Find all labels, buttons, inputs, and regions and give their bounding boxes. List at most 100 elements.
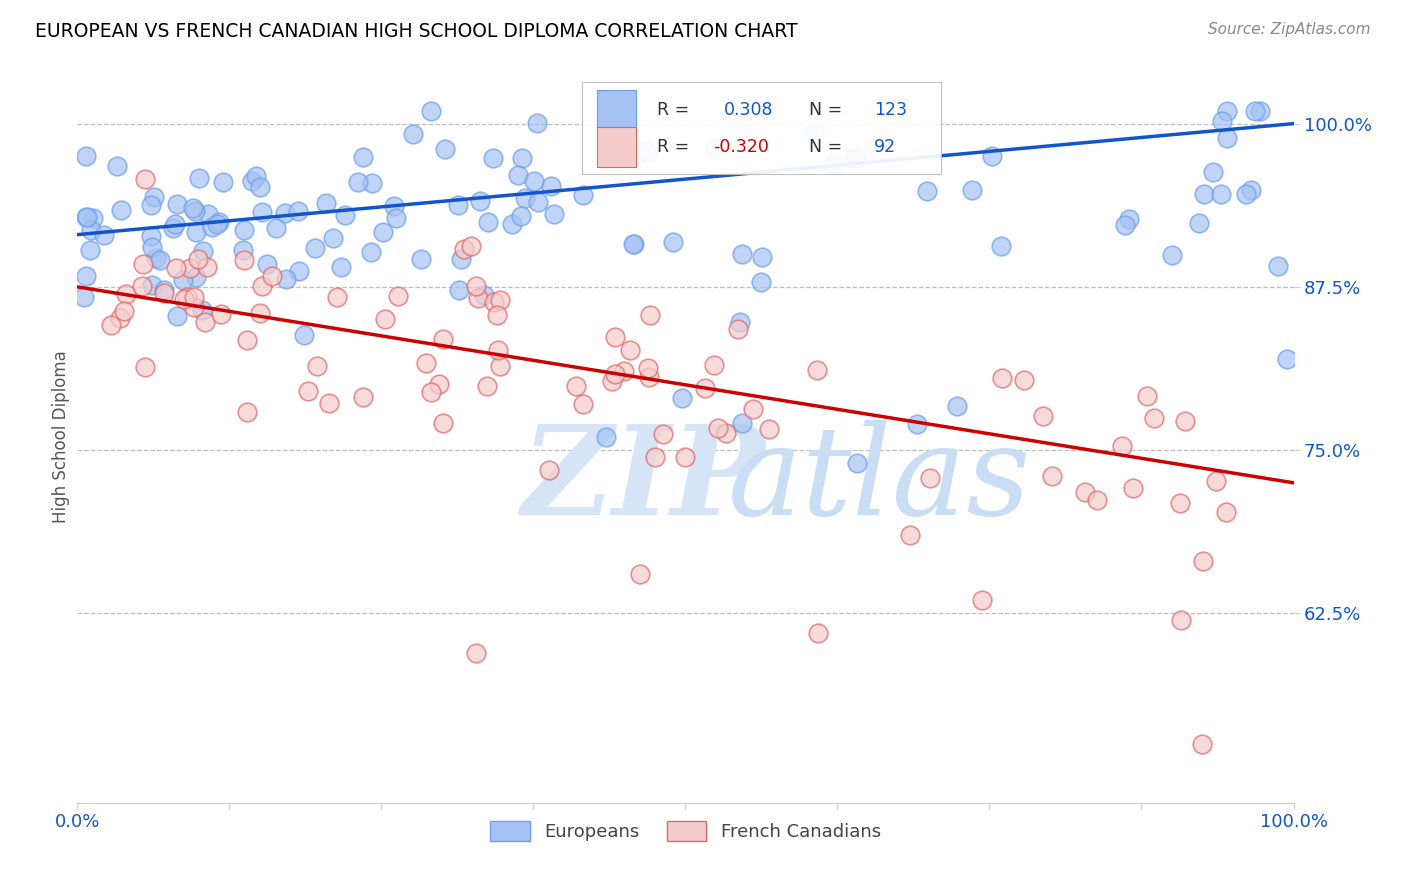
Text: 0.308: 0.308 <box>724 101 773 120</box>
Point <box>714 426 737 441</box>
Point <box>467 291 489 305</box>
Point <box>981 149 1004 163</box>
Point <box>152 286 174 301</box>
Text: ZIP: ZIP <box>522 420 765 541</box>
Point <box>134 359 156 374</box>
Point <box>1267 259 1289 273</box>
Point <box>900 528 922 542</box>
Point <box>1275 351 1298 366</box>
Point <box>209 307 232 321</box>
Point <box>960 183 983 197</box>
Point <box>347 175 370 189</box>
Point <box>172 273 194 287</box>
Point <box>501 217 523 231</box>
Point <box>427 376 450 391</box>
Text: R =: R = <box>658 101 690 120</box>
Point <box>240 173 263 187</box>
Point <box>1032 409 1054 423</box>
Point <box>195 260 218 275</box>
Point <box>232 244 254 258</box>
Point <box>758 422 780 436</box>
Point <box>333 208 356 222</box>
Point <box>1188 216 1211 230</box>
Point <box>703 359 725 373</box>
Point <box>447 283 470 297</box>
Text: 123: 123 <box>875 101 907 120</box>
Y-axis label: High School Diploma: High School Diploma <box>52 351 70 524</box>
Point <box>76 210 98 224</box>
Point <box>80 223 103 237</box>
Point <box>1143 411 1166 425</box>
Point <box>139 228 162 243</box>
Point <box>806 363 828 377</box>
Point <box>1192 186 1215 201</box>
Point <box>844 151 866 165</box>
Point <box>636 145 658 159</box>
Point <box>450 252 472 266</box>
Point <box>1170 613 1192 627</box>
Point <box>326 291 349 305</box>
Point <box>201 220 224 235</box>
Point <box>749 276 772 290</box>
Point <box>671 391 693 405</box>
Point <box>249 180 271 194</box>
Point <box>571 397 593 411</box>
Point <box>464 646 486 660</box>
Point <box>603 330 626 344</box>
Point <box>134 172 156 186</box>
Point <box>82 211 104 225</box>
Point <box>75 268 97 283</box>
Point <box>1211 114 1233 128</box>
Point <box>482 294 505 309</box>
Point <box>184 225 207 239</box>
Point <box>315 196 337 211</box>
Point <box>1191 554 1213 568</box>
Point <box>304 241 326 255</box>
Point <box>183 300 205 314</box>
Point <box>1161 248 1184 262</box>
Point <box>970 593 993 607</box>
Point <box>488 343 510 357</box>
Point <box>1114 218 1136 232</box>
Point <box>1234 187 1257 202</box>
Point <box>191 244 214 258</box>
Point <box>165 261 187 276</box>
Text: N =: N = <box>810 101 842 120</box>
Point <box>250 204 273 219</box>
Point <box>540 178 562 193</box>
Point <box>194 315 217 329</box>
Point <box>600 375 623 389</box>
Point <box>1211 187 1233 202</box>
Point <box>108 310 131 325</box>
Point <box>149 252 172 267</box>
Point <box>434 142 457 156</box>
Point <box>415 356 437 370</box>
Point <box>453 242 475 256</box>
Point <box>75 211 97 225</box>
Point <box>918 471 941 485</box>
Point <box>447 198 470 212</box>
Point <box>477 378 499 392</box>
Point <box>176 290 198 304</box>
Point <box>419 103 441 118</box>
Point <box>197 207 219 221</box>
Point <box>112 304 135 318</box>
Point <box>605 368 627 382</box>
Point <box>385 211 408 225</box>
Point <box>166 197 188 211</box>
Point <box>727 322 749 336</box>
Point <box>208 215 231 229</box>
Point <box>141 240 163 254</box>
Point <box>1168 496 1191 510</box>
Point <box>621 237 644 252</box>
Point <box>143 190 166 204</box>
Point <box>307 359 329 374</box>
Point <box>184 204 207 219</box>
Point <box>1215 505 1237 519</box>
Point <box>638 370 661 384</box>
Point <box>179 261 201 276</box>
Point <box>264 220 287 235</box>
Point <box>991 371 1014 385</box>
Text: Source: ZipAtlas.com: Source: ZipAtlas.com <box>1208 22 1371 37</box>
Point <box>637 360 659 375</box>
